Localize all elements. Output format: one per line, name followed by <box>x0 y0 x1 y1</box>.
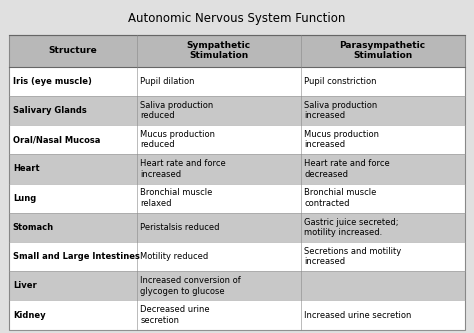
Text: Bronchial muscle
relaxed: Bronchial muscle relaxed <box>140 188 212 208</box>
Text: Kidney: Kidney <box>13 311 46 320</box>
Text: Mucus production
increased: Mucus production increased <box>304 130 379 150</box>
Bar <box>301 183 465 213</box>
Bar <box>301 300 465 330</box>
Text: Saliva production
reduced: Saliva production reduced <box>140 101 213 120</box>
Text: Parasympathetic
Stimulation: Parasympathetic Stimulation <box>339 41 426 61</box>
Bar <box>9 67 137 96</box>
Text: Motility reduced: Motility reduced <box>140 252 209 261</box>
Bar <box>301 271 465 300</box>
Bar <box>137 213 301 242</box>
Bar <box>9 183 137 213</box>
Text: Saliva production
increased: Saliva production increased <box>304 101 377 120</box>
Bar <box>301 242 465 271</box>
Bar <box>9 35 465 67</box>
Text: Lung: Lung <box>13 193 36 203</box>
Bar <box>9 213 137 242</box>
Text: Increased conversion of
glycogen to glucose: Increased conversion of glycogen to gluc… <box>140 276 241 295</box>
Text: Peristalsis reduced: Peristalsis reduced <box>140 223 220 232</box>
Bar <box>301 67 465 96</box>
Text: Heart: Heart <box>13 165 39 173</box>
Bar <box>9 154 137 183</box>
Bar <box>137 154 301 183</box>
Text: Pupil dilation: Pupil dilation <box>140 77 195 86</box>
Text: Secretions and motility
increased: Secretions and motility increased <box>304 247 401 266</box>
Bar <box>301 96 465 125</box>
Bar <box>137 96 301 125</box>
Bar <box>9 35 465 330</box>
Bar <box>301 125 465 154</box>
Text: Liver: Liver <box>13 281 36 290</box>
Bar <box>9 271 137 300</box>
Text: Decreased urine
secretion: Decreased urine secretion <box>140 305 210 325</box>
Bar <box>9 96 137 125</box>
Text: Heart rate and force
increased: Heart rate and force increased <box>140 159 226 178</box>
Text: Heart rate and force
decreased: Heart rate and force decreased <box>304 159 390 178</box>
Bar <box>137 67 301 96</box>
Text: Gastric juice secreted;
motility increased.: Gastric juice secreted; motility increas… <box>304 218 399 237</box>
Bar <box>9 300 137 330</box>
Text: Oral/Nasal Mucosa: Oral/Nasal Mucosa <box>13 135 100 144</box>
Text: Iris (eye muscle): Iris (eye muscle) <box>13 77 91 86</box>
Bar <box>137 125 301 154</box>
Bar <box>137 242 301 271</box>
Text: Bronchial muscle
contracted: Bronchial muscle contracted <box>304 188 376 208</box>
Text: Increased urine secretion: Increased urine secretion <box>304 311 411 320</box>
Bar <box>137 183 301 213</box>
Bar <box>9 242 137 271</box>
Text: Sympathetic
Stimulation: Sympathetic Stimulation <box>187 41 251 61</box>
Bar <box>301 154 465 183</box>
Bar <box>9 125 137 154</box>
Text: Mucus production
reduced: Mucus production reduced <box>140 130 215 150</box>
Bar <box>137 271 301 300</box>
Bar <box>301 213 465 242</box>
Text: Autonomic Nervous System Function: Autonomic Nervous System Function <box>128 12 346 25</box>
Text: Stomach: Stomach <box>13 223 54 232</box>
Text: Small and Large Intestines: Small and Large Intestines <box>13 252 140 261</box>
Text: Pupil constriction: Pupil constriction <box>304 77 376 86</box>
Bar <box>137 300 301 330</box>
Text: Salivary Glands: Salivary Glands <box>13 106 87 115</box>
Text: Structure: Structure <box>49 46 98 55</box>
